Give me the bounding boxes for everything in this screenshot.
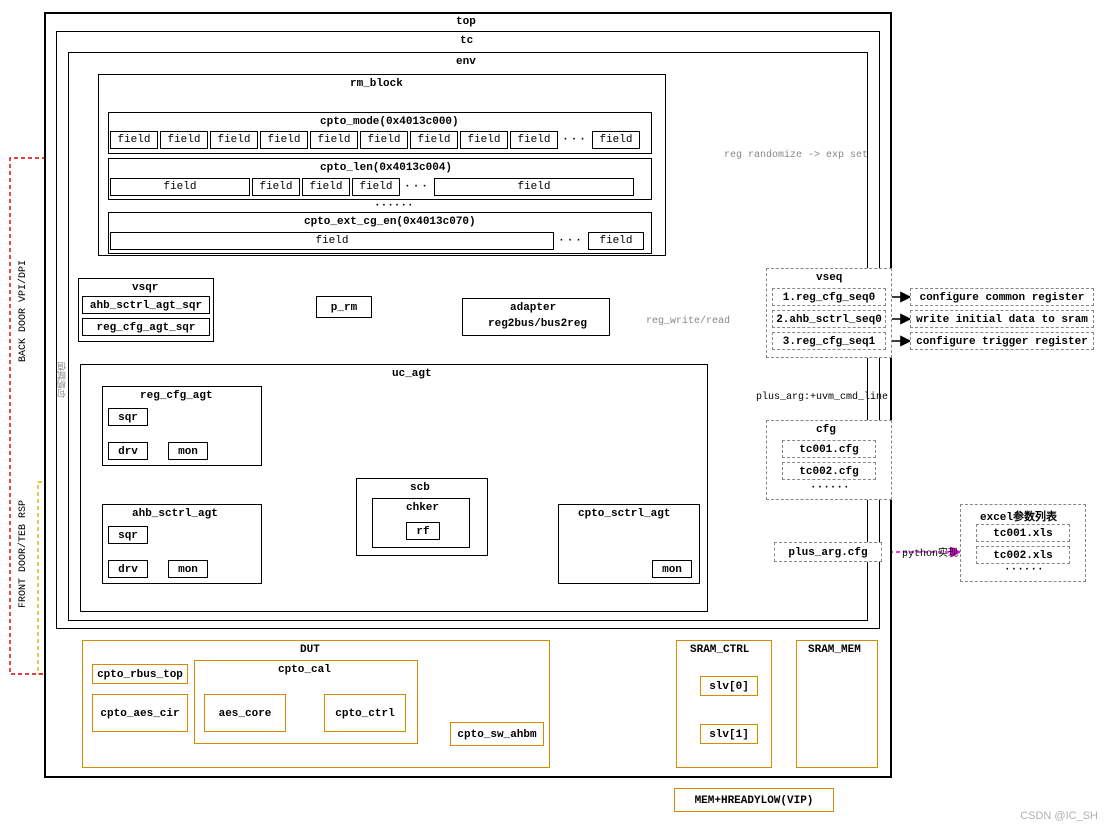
- cell: field: [252, 178, 300, 196]
- side-exp: 句柄赋值: [56, 362, 69, 398]
- ellipsis: ···: [560, 131, 590, 149]
- box-reg-sqr: reg_cfg_agt_sqr: [82, 318, 210, 336]
- lbl-cpto-mode: cpto_mode(0x4013c000): [320, 116, 459, 128]
- lbl-scb: scb: [410, 482, 430, 494]
- cfg-2: tc002.cfg: [782, 462, 876, 480]
- box-sram-mem: [796, 640, 878, 768]
- ellipsis: ···: [556, 232, 586, 250]
- vseq-3: 3.reg_cfg_seq1: [772, 332, 886, 350]
- vseq-2: 2.ahb_sctrl_seq0: [772, 310, 886, 328]
- box-regcfg-drv: drv: [108, 442, 148, 460]
- cfg-common: configure common register: [910, 288, 1094, 306]
- cell: field: [210, 131, 258, 149]
- rm-ellipsis: ······: [374, 200, 414, 212]
- box-regcfg-sqr: sqr: [108, 408, 148, 426]
- lbl-plus-arg: plus_arg:+uvm_cmd_line: [756, 392, 888, 403]
- ahb-mon: mon: [168, 560, 208, 578]
- cfg-trig: configure trigger register: [910, 332, 1094, 350]
- lbl-regwr: reg_write/read: [646, 316, 730, 327]
- lbl-chker: chker: [406, 502, 439, 514]
- cell: field: [460, 131, 508, 149]
- box-rf: rf: [406, 522, 440, 540]
- cell: field: [352, 178, 400, 196]
- lbl-dut: DUT: [300, 644, 320, 656]
- ahb-sqr: sqr: [108, 526, 148, 544]
- box-vip: MEM+HREADYLOW(VIP): [674, 788, 834, 812]
- watermark: CSDN @IC_SH: [1020, 810, 1098, 822]
- lbl-rm-block: rm_block: [350, 78, 403, 90]
- lbl-vsqr: vsqr: [132, 282, 158, 294]
- xls-dots: ······: [1004, 564, 1044, 576]
- box-sram-ctrl: [676, 640, 772, 768]
- lbl-regrand: reg randomize -> exp set: [724, 150, 868, 161]
- cell: field: [592, 131, 640, 149]
- lbl-tc: tc: [460, 35, 473, 47]
- lbl-adapter: adapter: [510, 302, 556, 314]
- cell: field: [310, 131, 358, 149]
- cell: field: [510, 131, 558, 149]
- cell: field: [410, 131, 458, 149]
- slv1: slv[1]: [700, 724, 758, 744]
- lbl-ahb-agt: ahb_sctrl_agt: [132, 508, 218, 520]
- cell: field: [110, 131, 158, 149]
- lbl-sram-ctrl: SRAM_CTRL: [690, 644, 749, 656]
- cfg-1: tc001.cfg: [782, 440, 876, 458]
- cell: field: [110, 232, 554, 250]
- box-prm: p_rm: [316, 296, 372, 318]
- lbl-cpto-cal: cpto_cal: [278, 664, 331, 676]
- lbl-top: top: [456, 16, 476, 28]
- box-regcfg-mon: mon: [168, 442, 208, 460]
- box-sw-ahbm: cpto_sw_ahbm: [450, 722, 544, 746]
- lbl-cpto-agt: cpto_sctrl_agt: [578, 508, 670, 520]
- lbl-vseq: vseq: [816, 272, 842, 284]
- xls-1: tc001.xls: [976, 524, 1070, 542]
- cell: field: [434, 178, 634, 196]
- lbl-cfg: cfg: [816, 424, 836, 436]
- cell: field: [360, 131, 408, 149]
- box-ahb-sqr: ahb_sctrl_agt_sqr: [82, 296, 210, 314]
- xls-2: tc002.xls: [976, 546, 1070, 564]
- box-cpto-ctrl: cpto_ctrl: [324, 694, 406, 732]
- lbl-cpto-len: cpto_len(0x4013c004): [320, 162, 452, 174]
- box-aes-core: aes_core: [204, 694, 286, 732]
- row-cpto-len: field field field field ··· field: [110, 178, 634, 196]
- lbl-excel: excel参数列表: [980, 508, 1057, 524]
- box-aes-cir: cpto_aes_cir: [92, 694, 188, 732]
- side-backdoor: BACK DOOR VPI/DPI: [18, 260, 29, 362]
- cell: field: [110, 178, 250, 196]
- ellipsis: ···: [402, 178, 432, 196]
- ahb-drv: drv: [108, 560, 148, 578]
- lbl-python: python实现: [902, 544, 958, 560]
- cell: field: [302, 178, 350, 196]
- lbl-ucagt: uc_agt: [392, 368, 432, 380]
- cell: field: [160, 131, 208, 149]
- row-cpto-ext: field ··· field: [110, 232, 644, 250]
- cell: field: [588, 232, 644, 250]
- lbl-env: env: [456, 56, 476, 68]
- box-plusarg: plus_arg.cfg: [774, 542, 882, 562]
- cell: field: [260, 131, 308, 149]
- cfg-write: write initial data to sram: [910, 310, 1094, 328]
- lbl-adapter2: reg2bus/bus2reg: [488, 318, 587, 330]
- box-rbus: cpto_rbus_top: [92, 664, 188, 684]
- lbl-regcfg-agt: reg_cfg_agt: [140, 390, 213, 402]
- lbl-cpto-ext: cpto_ext_cg_en(0x4013c070): [304, 216, 476, 228]
- side-frontdoor: FRONT DOOR/TEB RSP: [18, 500, 29, 608]
- slv0: slv[0]: [700, 676, 758, 696]
- cpto-mon: mon: [652, 560, 692, 578]
- vseq-1: 1.reg_cfg_seq0: [772, 288, 886, 306]
- row-cpto-mode: field field field field field field fiel…: [110, 131, 640, 149]
- cfg-dots: ······: [810, 482, 850, 494]
- lbl-sram-mem: SRAM_MEM: [808, 644, 861, 656]
